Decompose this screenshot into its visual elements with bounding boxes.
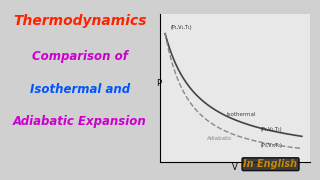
Text: (P₁,V₁,T₁): (P₁,V₁,T₁) xyxy=(170,24,192,30)
Y-axis label: P: P xyxy=(156,79,161,88)
Text: (P₃,V₃,T₂): (P₃,V₃,T₂) xyxy=(261,143,283,148)
Text: (P₂,V₂,T₁): (P₂,V₂,T₁) xyxy=(261,127,283,132)
Text: In English: In English xyxy=(244,159,298,169)
Text: Adiabatic: Adiabatic xyxy=(206,136,232,141)
Text: Comparison of: Comparison of xyxy=(32,50,128,63)
Text: Thermodynamics: Thermodynamics xyxy=(13,14,147,28)
Text: Isothermal: Isothermal xyxy=(227,111,257,116)
Text: Isothermal and: Isothermal and xyxy=(30,83,130,96)
Text: Adiabatic Expansion: Adiabatic Expansion xyxy=(13,115,147,128)
X-axis label: V: V xyxy=(232,163,238,172)
